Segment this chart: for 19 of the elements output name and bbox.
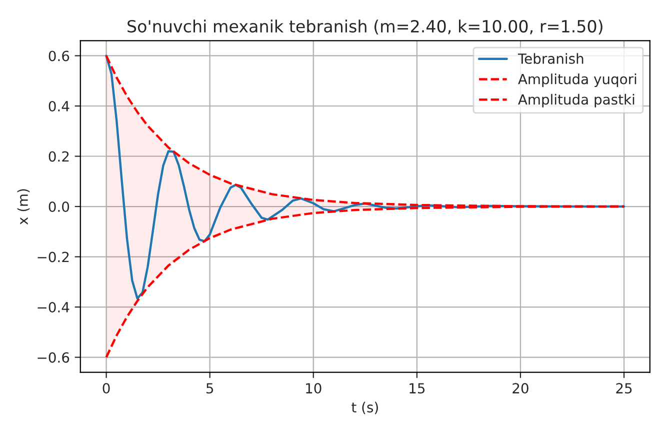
- y-tick-label: 0.0: [48, 201, 70, 212]
- chart-title: So'nuvchi mexanik tebranish (m=2.40, k=10.00, r=1.50): [128, 20, 602, 35]
- y-tick-label: 0.2: [48, 151, 69, 162]
- x-tick-label: 0: [102, 383, 110, 394]
- x-tick-label: 10: [306, 383, 322, 394]
- x-tick-label: 5: [206, 383, 214, 394]
- x-tick-label: 20: [512, 383, 528, 394]
- y-tick-label: 0.4: [48, 100, 70, 112]
- y-axis-title: x (m): [17, 189, 30, 225]
- x-tick-label: 25: [616, 383, 632, 394]
- legend-label: Amplituda yuqori: [518, 74, 636, 87]
- y-tick-label: −0.6: [38, 352, 70, 363]
- y-tick-label: 0.6: [48, 50, 70, 62]
- y-tick-label: −0.2: [38, 252, 69, 262]
- x-axis-title: t (s): [352, 402, 378, 414]
- x-tick-label: 15: [410, 383, 425, 394]
- legend-label: Amplituda pastki: [518, 94, 634, 108]
- y-tick-label: −0.4: [38, 302, 70, 312]
- legend-label: Tebranish: [518, 53, 584, 64]
